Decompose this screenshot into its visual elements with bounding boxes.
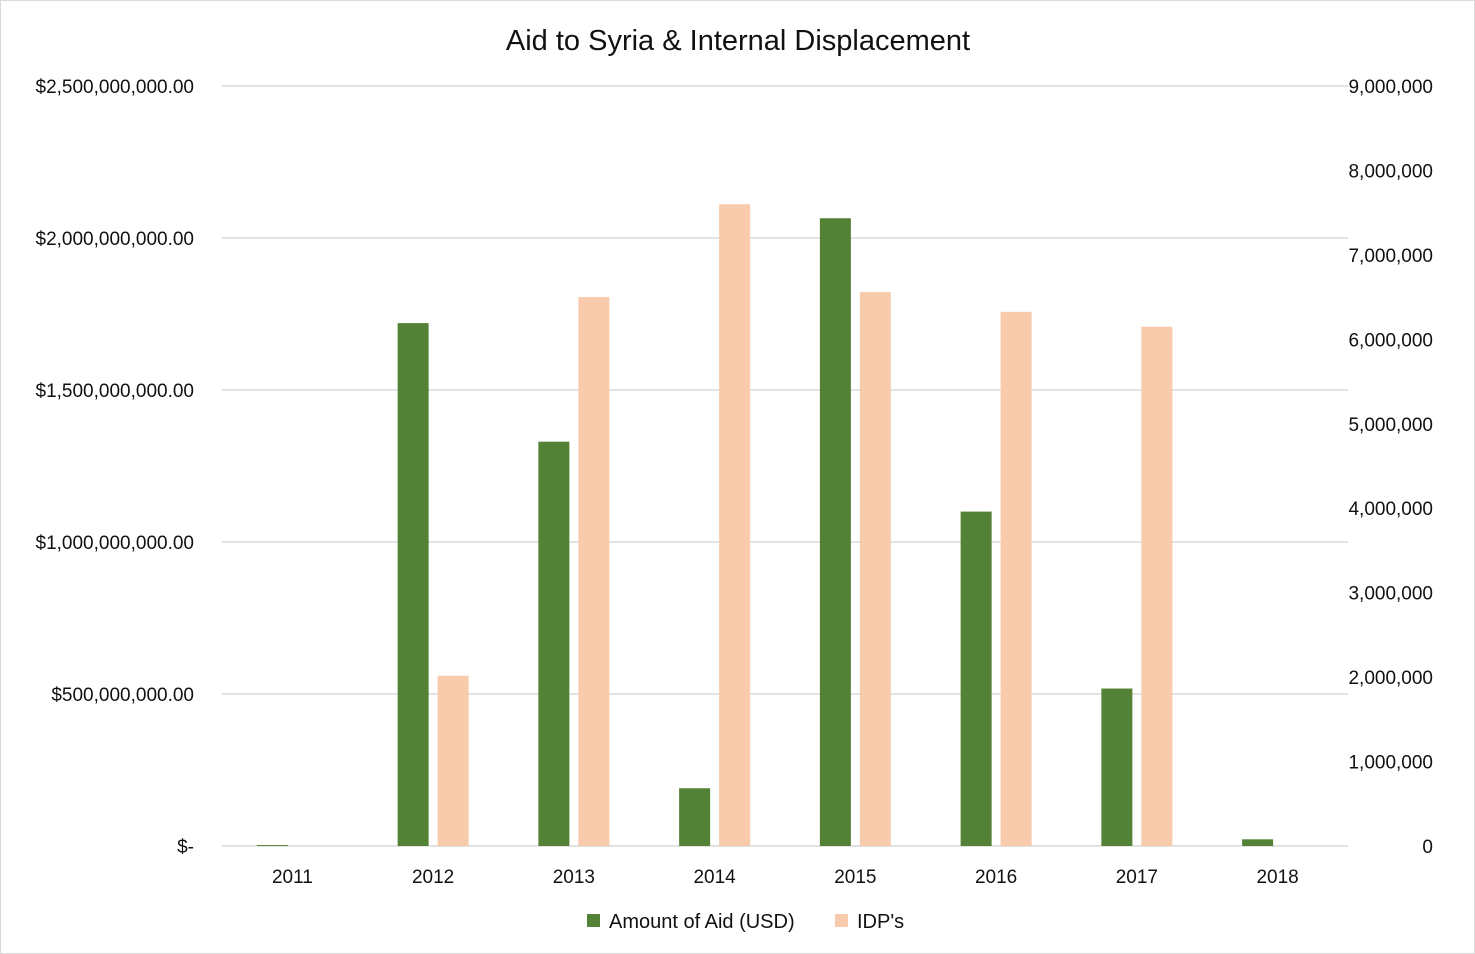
x-tick-label: 2013 — [553, 867, 595, 888]
gridlines — [222, 85, 1348, 847]
y-right-tick-label: 1,000,000 — [1348, 753, 1433, 774]
bar-aid-2016 — [960, 511, 992, 846]
bar-aid-2017 — [1101, 688, 1133, 846]
x-axis-labels: 2011 2012 2013 2014 2015 2016 2017 2018 — [272, 867, 1299, 888]
y-right-tick-label: 7,000,000 — [1348, 246, 1433, 267]
bar-idp-2012 — [437, 675, 469, 846]
bar-idp-2014 — [719, 204, 751, 846]
x-tick-label: 2018 — [1256, 867, 1298, 888]
x-tick-label: 2011 — [272, 867, 313, 888]
legend-item-idp-label: IDP's — [857, 911, 904, 933]
legend: Amount of Aid (USD) IDP's — [587, 911, 904, 933]
y-left-tick-label: $1,500,000,000.00 — [36, 381, 195, 402]
x-tick-label: 2016 — [975, 867, 1017, 888]
bar-aid-2018 — [1242, 839, 1274, 846]
y-right-tick-label: 6,000,000 — [1348, 330, 1433, 351]
y-right-tick-label: 8,000,000 — [1348, 161, 1433, 182]
bar-aid-2011 — [256, 845, 288, 846]
bar-aid-2012 — [397, 323, 429, 846]
y-right-tick-label: 0 — [1422, 837, 1433, 858]
x-tick-label: 2015 — [834, 867, 876, 888]
y-left-tick-label: $2,000,000,000.00 — [36, 229, 195, 250]
left-axis-labels: $- $500,000,000.00 $1,000,000,000.00 $1,500… — [36, 77, 195, 858]
chart-title: Aid to Syria & Internal Displacement — [506, 25, 970, 57]
y-left-tick-label: $500,000,000.00 — [51, 685, 194, 706]
bar-idp-2016 — [1000, 311, 1032, 846]
y-right-tick-label: 4,000,000 — [1348, 499, 1433, 520]
y-left-tick-label: $1,000,000,000.00 — [36, 533, 195, 554]
bar-idp-2013 — [578, 297, 610, 847]
bar-aid-2015 — [819, 218, 851, 847]
legend-item-aid-label: Amount of Aid (USD) — [609, 911, 795, 933]
bar-idp-2017 — [1141, 326, 1173, 847]
x-tick-label: 2014 — [693, 867, 736, 888]
y-right-tick-label: 2,000,000 — [1348, 668, 1433, 689]
bar-aid-2014 — [679, 788, 711, 846]
bars — [256, 204, 1274, 847]
legend-item-aid-swatch — [587, 914, 600, 927]
y-right-tick-label: 3,000,000 — [1348, 584, 1433, 605]
right-axis-labels: 0 1,000,000 2,000,000 3,000,000 4,000,000 5,0… — [1348, 77, 1433, 858]
y-left-tick-label: $2,500,000,000.00 — [36, 77, 195, 98]
y-right-tick-label: 9,000,000 — [1348, 77, 1433, 98]
x-tick-label: 2017 — [1116, 867, 1158, 888]
legend-item-idp-swatch — [835, 914, 848, 927]
x-tick-label: 2012 — [412, 867, 454, 888]
bar-aid-2013 — [538, 441, 570, 846]
y-right-tick-label: 5,000,000 — [1348, 415, 1433, 436]
bar-idp-2015 — [859, 292, 891, 846]
y-left-tick-label: $- — [177, 837, 194, 858]
